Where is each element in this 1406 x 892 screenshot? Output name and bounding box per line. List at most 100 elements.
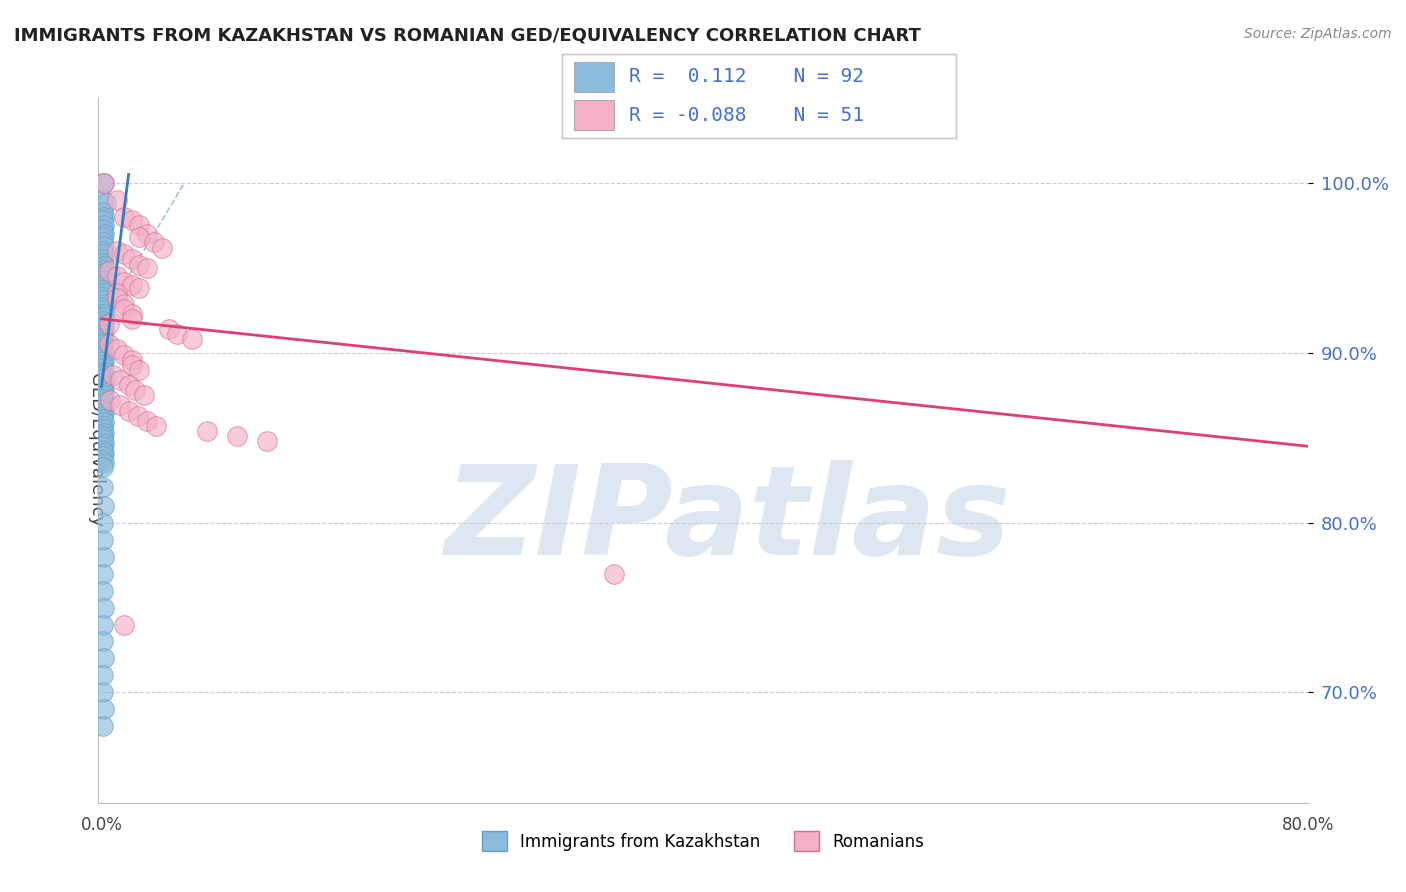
Point [128, 219, 150, 233]
Point [105, 286, 128, 301]
Point [93, 435, 115, 450]
Point [91, 205, 114, 219]
Point [91, 418, 114, 433]
Point [105, 343, 128, 357]
Point [91, 442, 114, 457]
Point [105, 244, 128, 258]
Point [91, 409, 114, 423]
Point [91, 300, 114, 314]
Point [112, 210, 135, 224]
Point [108, 399, 131, 413]
Point [117, 403, 139, 417]
Point [91, 382, 114, 396]
Point [100, 393, 122, 408]
Point [91, 341, 114, 355]
FancyBboxPatch shape [574, 62, 613, 92]
Point [93, 600, 115, 615]
Point [121, 277, 143, 292]
Point [93, 317, 115, 331]
Point [94, 196, 117, 211]
Point [93, 405, 115, 419]
Point [91, 412, 114, 426]
Point [93, 259, 115, 273]
Point [93, 364, 115, 378]
Point [91, 252, 114, 267]
Point [135, 227, 157, 241]
Point [135, 260, 157, 275]
Point [121, 307, 143, 321]
Point [105, 292, 128, 306]
Point [180, 332, 202, 346]
Point [112, 296, 135, 310]
Point [143, 235, 166, 250]
Point [91, 262, 114, 277]
Point [93, 384, 115, 399]
Point [93, 219, 115, 233]
Point [91, 378, 114, 392]
Point [93, 499, 115, 513]
Text: Source: ZipAtlas.com: Source: ZipAtlas.com [1244, 27, 1392, 41]
Point [91, 283, 114, 297]
Point [112, 617, 135, 632]
Point [93, 210, 115, 224]
Point [157, 322, 180, 336]
Point [128, 281, 150, 295]
Point [166, 327, 188, 342]
Point [91, 668, 114, 682]
Point [108, 373, 131, 387]
Point [150, 241, 173, 255]
Point [93, 446, 115, 460]
Point [93, 247, 115, 261]
Point [91, 310, 114, 325]
Point [93, 456, 115, 470]
Point [121, 352, 143, 367]
Point [121, 213, 143, 227]
Point [121, 358, 143, 372]
Point [91, 222, 114, 236]
Point [91, 337, 114, 351]
FancyBboxPatch shape [574, 100, 613, 130]
Point [93, 239, 115, 253]
Point [91, 361, 114, 376]
Point [93, 395, 115, 409]
Point [98, 337, 121, 351]
Point [91, 244, 114, 258]
Point [91, 439, 114, 453]
Point [91, 371, 114, 385]
Point [91, 459, 114, 474]
Point [93, 549, 115, 564]
Point [91, 327, 114, 342]
Y-axis label: GED/Equivalency: GED/Equivalency [87, 374, 105, 527]
Point [93, 176, 115, 190]
Point [91, 293, 114, 308]
Point [91, 368, 114, 382]
Point [117, 378, 139, 392]
Point [226, 429, 249, 443]
Point [128, 230, 150, 244]
Point [91, 290, 114, 304]
Point [93, 425, 115, 440]
Point [91, 320, 114, 334]
Point [91, 358, 114, 372]
Point [91, 450, 114, 464]
Point [121, 252, 143, 267]
Point [91, 634, 114, 648]
Point [127, 409, 149, 423]
Point [91, 330, 114, 344]
Point [91, 401, 114, 416]
Point [91, 256, 114, 270]
Point [145, 418, 167, 433]
Point [91, 279, 114, 293]
Point [135, 414, 157, 428]
Legend: Immigrants from Kazakhstan, Romanians: Immigrants from Kazakhstan, Romanians [475, 824, 931, 858]
Point [93, 296, 115, 310]
Point [91, 176, 114, 190]
Point [91, 303, 114, 318]
Point [93, 269, 115, 284]
Point [91, 313, 114, 327]
Point [93, 334, 115, 348]
Point [91, 392, 114, 406]
Point [93, 354, 115, 368]
Point [105, 269, 128, 284]
Point [256, 434, 278, 449]
